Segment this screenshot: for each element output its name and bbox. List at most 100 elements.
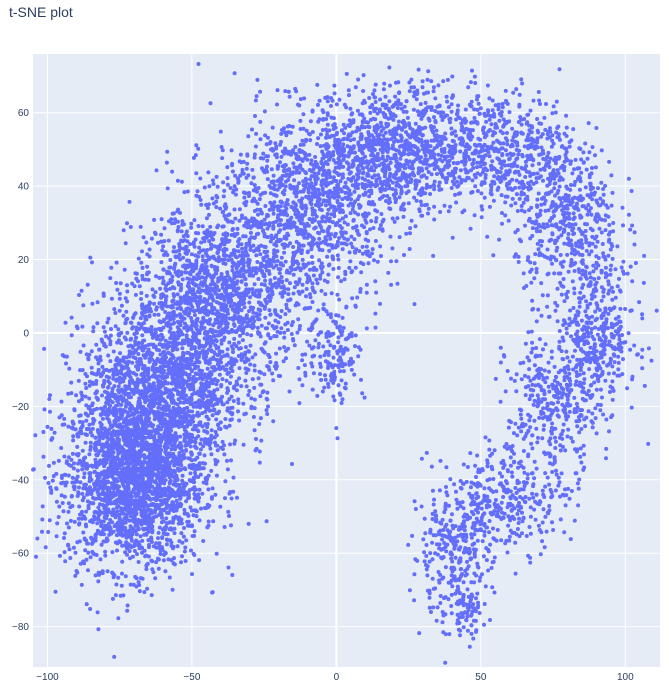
scatter-point (135, 492, 140, 497)
scatter-point (140, 249, 144, 254)
scatter-point (180, 346, 185, 351)
scatter-point (130, 326, 135, 331)
scatter-point (87, 379, 92, 384)
scatter-point (231, 489, 236, 494)
scatter-point (180, 473, 185, 478)
scatter-point (171, 366, 176, 371)
scatter-point (198, 386, 203, 391)
scatter-point (110, 570, 115, 575)
scatter-point (288, 281, 292, 286)
scatter-point (96, 505, 101, 510)
scatter-point (243, 411, 248, 416)
scatter-point (184, 538, 189, 543)
scatter-point (105, 442, 110, 447)
scatter-point (126, 476, 131, 481)
scatter-point (92, 514, 97, 519)
scatter-point (112, 458, 117, 463)
scatter-point (84, 538, 89, 543)
scatter-point (242, 353, 247, 357)
scatter-point (132, 549, 137, 553)
scatter-point (141, 348, 146, 353)
scatter-point (95, 516, 100, 521)
scatter-point (263, 340, 268, 345)
scatter-point (214, 433, 219, 438)
scatter-point (106, 379, 111, 384)
scatter-point (192, 346, 197, 351)
scatter-point (255, 325, 260, 330)
scatter-point (76, 452, 81, 456)
scatter-point (89, 411, 93, 415)
scatter-point (214, 339, 219, 343)
scatter-point (164, 355, 168, 360)
scatter-point (65, 521, 69, 526)
scatter-point (166, 368, 171, 372)
scatter-point (139, 260, 144, 265)
scatter-point (270, 324, 275, 328)
scatter-point (104, 536, 109, 541)
scatter-point (178, 467, 183, 472)
scatter-point (182, 394, 187, 399)
scatter-point (155, 401, 160, 406)
scatter-point (142, 470, 147, 475)
scatter-point (117, 525, 122, 530)
scatter-point (232, 322, 236, 327)
scatter-point (156, 530, 161, 535)
scatter-point (102, 426, 107, 431)
scatter-point (109, 442, 114, 446)
scatter-point (60, 353, 65, 358)
scatter-point (232, 441, 237, 446)
scatter-point (133, 380, 138, 385)
scatter-point (197, 558, 202, 563)
scatter-point (77, 522, 82, 527)
scatter-point (227, 514, 231, 518)
scatter-point (113, 324, 118, 329)
scatter-point (213, 492, 218, 497)
scatter-point (148, 461, 153, 466)
scatter-point (178, 492, 183, 496)
scatter-point (117, 415, 122, 420)
scatter-point (77, 485, 81, 490)
scatter-point (137, 357, 142, 361)
scatter-point (172, 266, 177, 271)
scatter-point (129, 336, 134, 341)
scatter-point (80, 467, 85, 472)
scatter-point (210, 196, 215, 201)
scatter-point (76, 491, 81, 496)
scatter-point (279, 326, 284, 331)
scatter-point (167, 219, 171, 224)
scatter-point (169, 558, 174, 563)
scatter-point (170, 372, 175, 377)
scatter-point (217, 372, 222, 377)
scatter-point (109, 425, 114, 430)
scatter-point (209, 302, 214, 307)
scatter-point (136, 365, 141, 370)
scatter-point (120, 458, 125, 463)
scatter-point (221, 194, 226, 199)
scatter-point (148, 400, 153, 405)
scatter-point (224, 287, 229, 291)
scatter-point (197, 286, 201, 291)
scatter-point (209, 468, 214, 473)
scatter-point (171, 405, 176, 410)
scatter-point (151, 491, 156, 496)
scatter-point (286, 346, 291, 351)
scatter-point (181, 481, 186, 486)
scatter-point (179, 286, 184, 290)
scatter-point (222, 452, 227, 457)
scatter-point (152, 479, 157, 484)
scatter-point (66, 455, 71, 460)
scatter-point (160, 455, 165, 460)
scatter-point (62, 550, 67, 555)
scatter-point (132, 442, 137, 447)
scatter-point (232, 336, 237, 341)
scatter-point (128, 461, 133, 466)
scatter-point (182, 507, 187, 512)
scatter-point (121, 355, 126, 360)
scatter-point (189, 508, 194, 513)
scatter-point (100, 489, 105, 494)
scatter-point (157, 544, 162, 548)
scatter-point (252, 397, 257, 402)
scatter-point (268, 312, 273, 317)
scatter-point (178, 495, 183, 500)
scatter-point (128, 582, 133, 587)
